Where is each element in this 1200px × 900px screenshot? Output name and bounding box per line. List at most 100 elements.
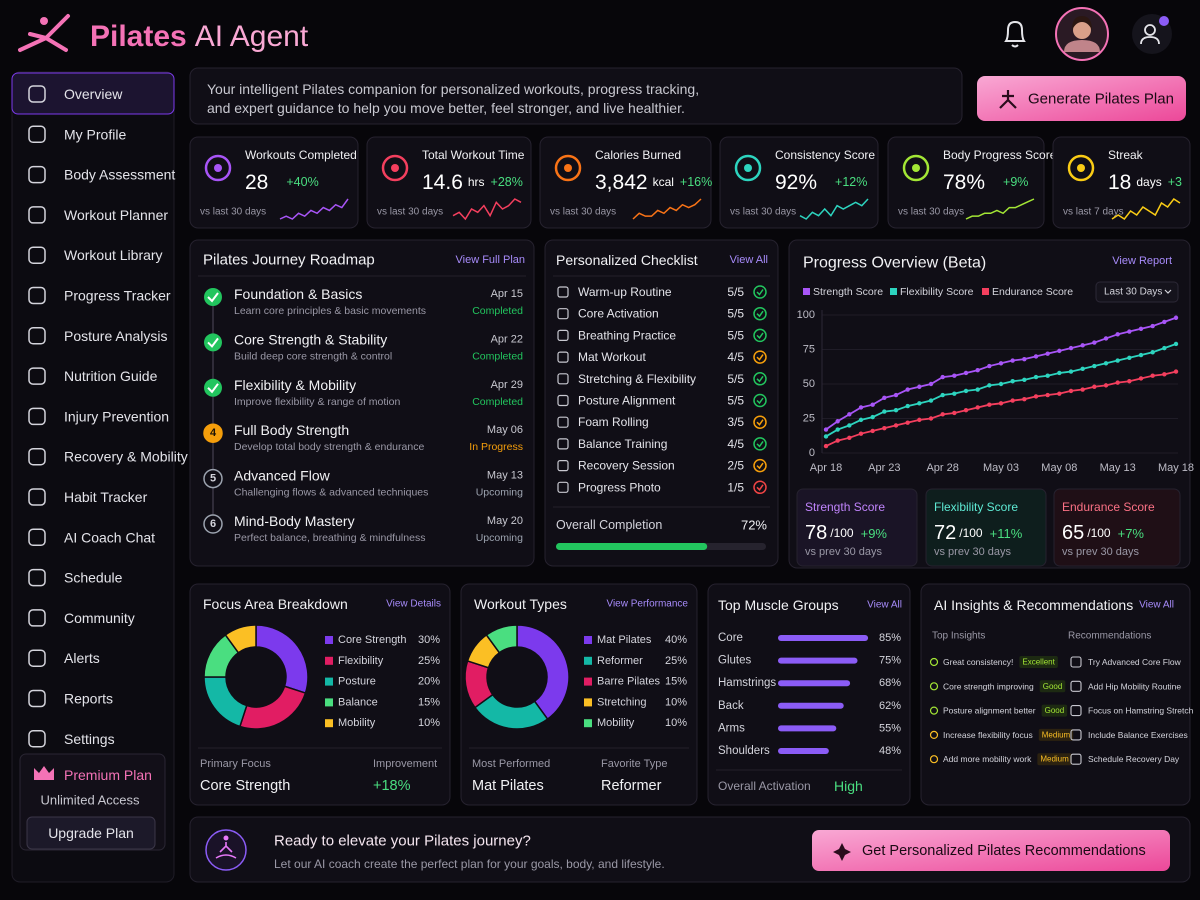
upgrade-button[interactable] bbox=[26, 816, 156, 850]
footer-value: Mat Pilates bbox=[472, 778, 544, 794]
nav-label: Alerts bbox=[64, 650, 100, 666]
nav-item[interactable]: Habit Tracker bbox=[28, 488, 148, 506]
nav-item[interactable]: Workout Library bbox=[28, 246, 163, 264]
data-point bbox=[1150, 350, 1155, 355]
range-selector-label[interactable]: Last 30 Days bbox=[1104, 287, 1162, 298]
score-card bbox=[796, 488, 918, 567]
panel-link[interactable]: View Full Plan bbox=[456, 254, 526, 266]
data-point bbox=[998, 401, 1004, 406]
score-change: +7% bbox=[1118, 526, 1145, 541]
banner-icon-figure bbox=[215, 842, 237, 859]
checklist-status-mark bbox=[756, 289, 764, 296]
data-point bbox=[905, 403, 910, 409]
legend-label: Barre Pilates bbox=[597, 676, 660, 688]
checklist-icon bbox=[557, 481, 569, 493]
roadmap-date: Apr 15 bbox=[491, 288, 523, 300]
sparkline bbox=[279, 198, 349, 220]
recommendation-text: Include Balance Exercises bbox=[1088, 730, 1188, 740]
nav-label: My Profile bbox=[64, 126, 126, 142]
score-card bbox=[1053, 488, 1181, 567]
bar bbox=[778, 657, 858, 664]
step-marker bbox=[204, 288, 222, 306]
data-point bbox=[952, 391, 957, 396]
checklist-status bbox=[753, 285, 767, 299]
legend-label: Flexibility bbox=[338, 655, 384, 667]
roadmap-title: Full Body Strength bbox=[234, 422, 349, 438]
panel-link[interactable]: View All bbox=[867, 600, 902, 611]
panel-link[interactable]: View Performance bbox=[606, 599, 688, 610]
nav-item[interactable]: Schedule bbox=[28, 568, 123, 587]
footer-value: Reformer bbox=[601, 778, 662, 794]
nav-label: Recovery & Mobility bbox=[64, 449, 188, 465]
panel-link[interactable]: View Report bbox=[1112, 255, 1172, 267]
legend-swatch bbox=[325, 719, 333, 728]
nav-icon bbox=[28, 568, 46, 587]
nav-icon bbox=[28, 246, 46, 264]
nav-label: Progress Tracker bbox=[64, 288, 171, 304]
data-point bbox=[987, 383, 992, 388]
data-point bbox=[917, 401, 922, 406]
step-marker bbox=[203, 514, 223, 534]
nav-item[interactable]: Settings bbox=[28, 730, 115, 748]
x-tick-label: Apr 23 bbox=[868, 462, 900, 474]
nav-item[interactable]: Recovery & Mobility bbox=[28, 447, 188, 466]
stat-label: Workouts Completed bbox=[245, 148, 357, 162]
panel-title: Personalized Checklist bbox=[556, 252, 698, 268]
sparkline bbox=[965, 198, 1035, 220]
nav-item[interactable]: Overview bbox=[11, 72, 175, 115]
nav-item[interactable]: My Profile bbox=[28, 125, 126, 144]
upgrade-button-label[interactable]: Upgrade Plan bbox=[48, 825, 134, 841]
roadmap-description: Learn core principles & basic movements bbox=[234, 305, 426, 317]
step-check bbox=[207, 292, 219, 303]
nav-item[interactable]: AI Coach Chat bbox=[28, 528, 155, 547]
avatar[interactable] bbox=[1055, 7, 1109, 61]
nav-item[interactable]: Body Assessment bbox=[28, 165, 175, 184]
nav-item[interactable]: Workout Planner bbox=[28, 206, 168, 224]
data-point bbox=[858, 405, 864, 410]
nav-item[interactable]: Progress Tracker bbox=[28, 286, 171, 305]
panel-link[interactable]: View Details bbox=[386, 599, 441, 610]
nav-item[interactable]: Reports bbox=[28, 689, 113, 708]
nav-label: Settings bbox=[64, 731, 115, 747]
data-point bbox=[1033, 354, 1039, 359]
recommendations-button-label[interactable]: Get Personalized Pilates Recommendations bbox=[862, 843, 1146, 859]
data-point bbox=[893, 423, 899, 428]
bar bbox=[778, 635, 869, 641]
checklist-status-mark bbox=[756, 310, 764, 318]
checklist-name: Core Activation bbox=[578, 307, 659, 321]
nav-item[interactable]: Injury Prevention bbox=[28, 407, 169, 426]
notifications-icon[interactable] bbox=[1004, 20, 1026, 48]
panel-link[interactable]: View All bbox=[730, 254, 768, 266]
data-point bbox=[952, 410, 957, 416]
insight-text: Core strength improving bbox=[943, 681, 1034, 691]
checklist-name: Breathing Practice bbox=[578, 328, 676, 342]
nav-item[interactable]: Posture Analysis bbox=[28, 327, 168, 345]
data-point bbox=[952, 373, 957, 378]
account-icon[interactable] bbox=[1132, 14, 1172, 54]
legend-label: Mobility bbox=[597, 717, 635, 729]
step-number: 5 bbox=[210, 473, 216, 485]
sparkline bbox=[799, 198, 869, 220]
insight-tag-label: Excellent bbox=[1022, 658, 1055, 667]
recommendations-button[interactable] bbox=[812, 830, 1170, 871]
nav-item[interactable]: Community bbox=[28, 609, 135, 627]
data-point bbox=[882, 409, 887, 414]
nav-icon bbox=[28, 488, 46, 506]
roadmap-description: Challenging flows & advanced techniques bbox=[234, 487, 428, 499]
data-point bbox=[963, 370, 969, 376]
generate-button-label[interactable]: Generate Pilates Plan bbox=[1028, 91, 1174, 108]
score-number: 72 bbox=[934, 522, 956, 544]
range-selector[interactable] bbox=[1095, 281, 1179, 303]
panel-link[interactable]: View All bbox=[1139, 600, 1174, 611]
brand-name: Pilates AI Agent bbox=[90, 20, 309, 53]
data-point bbox=[928, 381, 934, 387]
stat-change: +3 bbox=[1168, 175, 1182, 189]
nav-item[interactable]: Nutrition Guide bbox=[28, 367, 158, 385]
stat-icon-dot bbox=[391, 164, 399, 172]
nav-item[interactable]: Alerts bbox=[28, 649, 100, 667]
checklist-icon bbox=[557, 416, 569, 428]
stat-value: 3,842 kcal +16% bbox=[595, 171, 712, 194]
generate-button[interactable] bbox=[977, 76, 1186, 121]
nav-icon bbox=[28, 367, 46, 385]
